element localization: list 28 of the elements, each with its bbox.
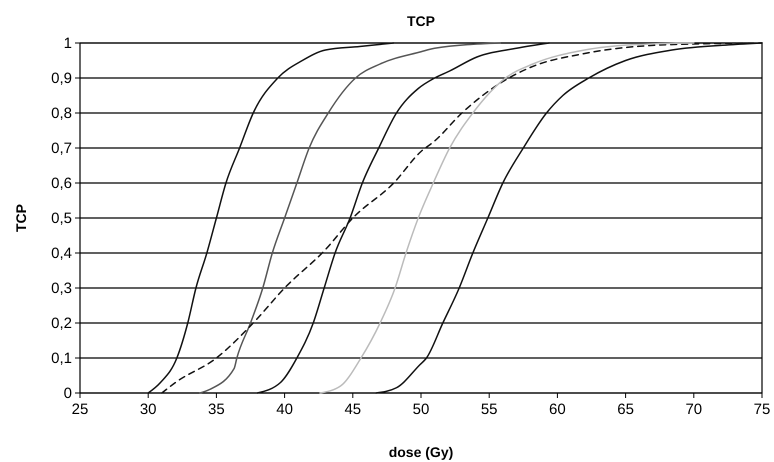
line-series (199, 42, 501, 394)
x-tick-label: 40 (276, 401, 293, 418)
y-tick-label: 0,3 (51, 280, 72, 297)
x-tick-label: 55 (480, 401, 498, 418)
y-tick-label: 0,2 (51, 315, 72, 332)
x-tick-label: 35 (208, 401, 225, 418)
y-axis-title: TCP (13, 204, 29, 232)
x-tick-label: 70 (685, 401, 702, 418)
y-tick-label: 0,9 (51, 70, 72, 87)
x-tick-label: 60 (549, 401, 566, 418)
x-axis-title: dose (Gy) (388, 444, 454, 460)
y-tick-label: 0,4 (51, 245, 72, 262)
x-tick-label: 50 (412, 401, 430, 418)
chart-title: TCP (407, 13, 435, 29)
x-tick-label: 30 (140, 401, 157, 418)
line-series (319, 42, 695, 394)
y-tick-label: 0,6 (51, 175, 72, 192)
x-tick-label: 75 (754, 401, 770, 418)
x-tick-label: 25 (72, 401, 88, 418)
line-series (147, 42, 394, 394)
y-tick-label: 0,1 (51, 350, 72, 367)
y-tick-label: 0,8 (51, 105, 72, 122)
y-tick-label: 0 (64, 385, 72, 402)
y-tick-label: 0,7 (51, 140, 72, 157)
y-tick-label: 1 (64, 35, 72, 52)
x-tick-label: 65 (617, 401, 634, 418)
y-tick-label: 0,5 (51, 210, 72, 227)
x-tick-label: 45 (344, 401, 362, 418)
